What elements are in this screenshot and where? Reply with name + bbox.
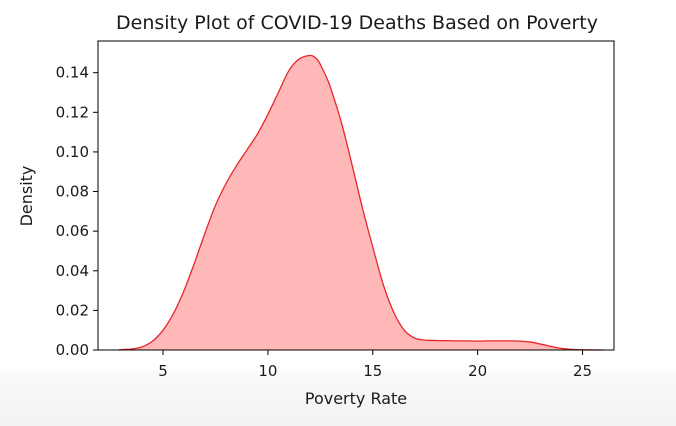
y-tick-label: 0.00 [56,341,89,359]
y-axis: 0.00 0.02 0.04 0.06 0.08 0.10 0.12 0.14 [56,64,98,359]
x-tick-label: 10 [258,362,277,380]
plot-frame [97,40,615,351]
density-area-fill [118,55,604,351]
y-tick-label: 0.14 [56,64,89,82]
density-curve [118,54,604,351]
y-tick-label: 0.08 [56,183,89,201]
y-tick-label: 0.10 [56,143,89,161]
y-tick-label: 0.04 [56,262,89,280]
x-tick-label: 15 [363,362,382,380]
x-tick-label: 20 [468,362,487,380]
y-axis-label: Density [17,166,36,227]
plot-area [118,54,604,351]
x-tick-label: 5 [158,362,168,380]
y-tick-label: 0.02 [56,301,89,319]
y-tick-label: 0.06 [56,222,89,240]
x-axis: 5 10 15 20 25 [158,350,592,380]
x-tick-label: 25 [573,362,592,380]
x-axis-label: Poverty Rate [305,389,407,408]
chart-title: Density Plot of COVID-19 Deaths Based on… [116,12,598,34]
bottom-strip [0,371,676,426]
y-tick-label: 0.12 [56,103,89,121]
